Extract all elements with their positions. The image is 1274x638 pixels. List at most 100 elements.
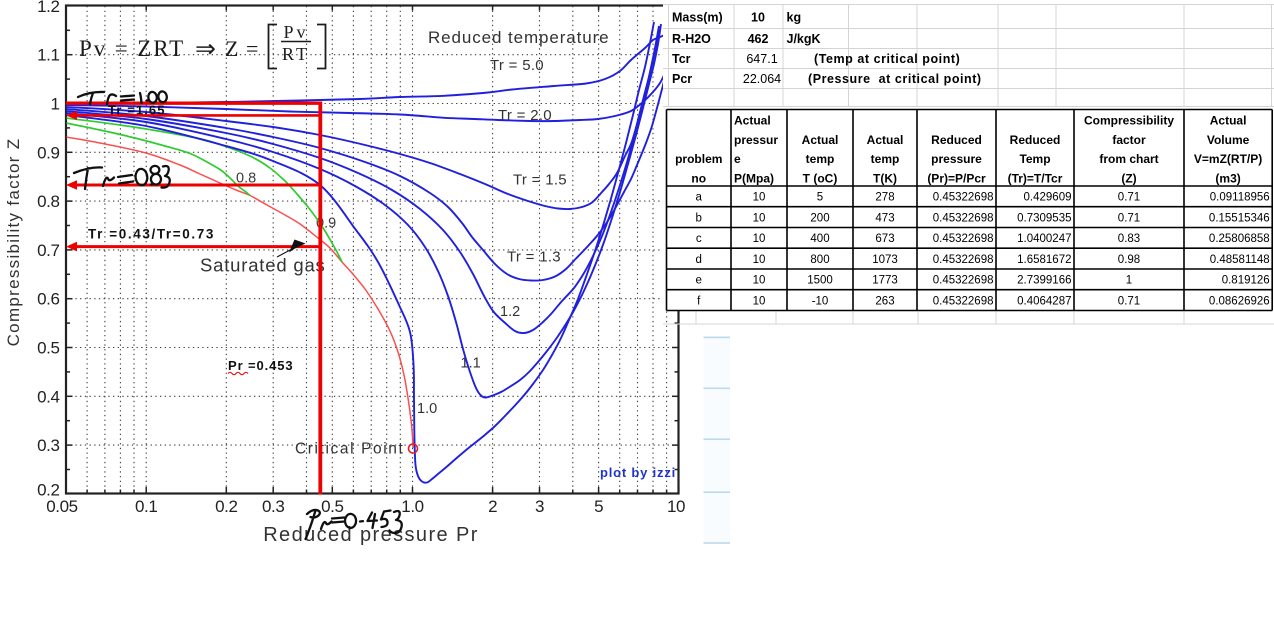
svg-text:1.1: 1.1 <box>37 46 59 65</box>
svg-text:Tr = 1.3: Tr = 1.3 <box>507 249 561 266</box>
svg-text:2.7399166: 2.7399166 <box>1017 275 1071 287</box>
svg-text:200: 200 <box>810 212 829 224</box>
svg-text:Actual: Actual <box>734 114 771 128</box>
svg-text:Reduced pressure Pr: Reduced pressure Pr <box>263 524 479 546</box>
svg-text:0.7309535: 0.7309535 <box>1017 212 1071 224</box>
svg-text:22.064: 22.064 <box>743 72 781 86</box>
svg-text:462: 462 <box>748 32 769 46</box>
svg-text:J/kgK: J/kgK <box>787 32 821 46</box>
svg-text:(Pr)=P/Pcr: (Pr)=P/Pcr <box>927 171 986 185</box>
svg-text:V=mZ(RT/P): V=mZ(RT/P) <box>1194 152 1262 166</box>
svg-text:0.71: 0.71 <box>1118 295 1140 307</box>
svg-text:Compressibility factor Z: Compressibility factor Z <box>4 138 23 347</box>
svg-text:800: 800 <box>810 254 829 266</box>
svg-text:temp: temp <box>806 152 835 166</box>
svg-text:Tcr: Tcr <box>672 52 691 66</box>
svg-text:0.71: 0.71 <box>1118 212 1140 224</box>
svg-text:0.15515346: 0.15515346 <box>1209 212 1270 224</box>
svg-text:pressure: pressure <box>931 152 982 166</box>
svg-text:0.45322698: 0.45322698 <box>933 295 994 307</box>
svg-text:0.8: 0.8 <box>37 192 59 211</box>
svg-text:3: 3 <box>535 497 544 516</box>
svg-text:0.48581148: 0.48581148 <box>1210 254 1270 266</box>
svg-text:0.4064287: 0.4064287 <box>1017 295 1071 307</box>
svg-text:0.9: 0.9 <box>37 143 59 162</box>
svg-text:P(Mpa): P(Mpa) <box>734 171 774 185</box>
svg-text:problem: problem <box>675 152 722 166</box>
svg-text:1500: 1500 <box>807 275 833 287</box>
svg-text:10: 10 <box>753 212 766 224</box>
svg-text:1.1: 1.1 <box>461 356 481 372</box>
svg-text:647.1: 647.1 <box>746 52 777 66</box>
svg-text:0.2: 0.2 <box>37 481 59 500</box>
svg-text:0.71: 0.71 <box>1118 192 1140 204</box>
svg-text:Pv: Pv <box>283 22 308 42</box>
svg-text:Volume: Volume <box>1207 133 1250 147</box>
svg-text:(m3): (m3) <box>1215 171 1240 185</box>
svg-text:T (oC): T (oC) <box>803 171 838 185</box>
svg-text:1.2: 1.2 <box>37 0 59 16</box>
svg-text:from chart: from chart <box>1099 152 1158 166</box>
svg-text:Reduced: Reduced <box>931 133 982 147</box>
svg-text:1: 1 <box>50 95 59 114</box>
svg-text:0.45322698: 0.45322698 <box>933 212 994 224</box>
svg-text:10: 10 <box>753 275 766 287</box>
svg-text:1: 1 <box>1126 275 1132 287</box>
svg-text:no: no <box>691 171 706 185</box>
svg-text:10: 10 <box>753 295 766 307</box>
svg-text:0.4: 0.4 <box>37 387 59 406</box>
svg-text:0.45322698: 0.45322698 <box>933 275 994 287</box>
svg-text:10: 10 <box>753 233 766 245</box>
svg-text:pressur: pressur <box>734 133 778 147</box>
svg-text:263: 263 <box>875 295 894 307</box>
svg-text:Critical Point: Critical Point <box>295 441 404 458</box>
svg-text:0.45322698: 0.45322698 <box>933 254 994 266</box>
svg-text:0.1: 0.1 <box>135 497 157 516</box>
svg-text:plot by izzi: plot by izzi <box>600 465 676 480</box>
svg-text:2: 2 <box>488 497 497 516</box>
svg-text:Tr = 5.0: Tr = 5.0 <box>490 57 544 74</box>
svg-text:temp: temp <box>871 152 900 166</box>
svg-text:factor: factor <box>1112 133 1146 147</box>
svg-text:400: 400 <box>810 233 829 245</box>
svg-text:Temp: Temp <box>1019 152 1050 166</box>
svg-text:0.09118956: 0.09118956 <box>1210 192 1270 204</box>
svg-text:b: b <box>696 212 702 224</box>
svg-text:Pv = ZRT: Pv = ZRT <box>79 36 185 61</box>
svg-text:0.429609: 0.429609 <box>1024 192 1072 204</box>
svg-text:10: 10 <box>751 11 765 25</box>
svg-text:e: e <box>696 275 702 287</box>
svg-text:1.0400247: 1.0400247 <box>1017 233 1071 245</box>
svg-text:e: e <box>734 152 741 166</box>
svg-text:5: 5 <box>817 192 823 204</box>
svg-text:1.0: 1.0 <box>417 401 437 417</box>
svg-text:Tr =0.43/Tr=0.73: Tr =0.43/Tr=0.73 <box>88 227 215 242</box>
svg-text:0.05: 0.05 <box>46 497 78 516</box>
svg-text:Z =: Z = <box>225 36 259 61</box>
svg-text:(Temp at critical point): (Temp at critical point) <box>814 52 960 66</box>
svg-text:a: a <box>696 192 703 204</box>
svg-text:0.45322698: 0.45322698 <box>933 233 994 245</box>
svg-text:0.5: 0.5 <box>321 497 343 516</box>
svg-text:1773: 1773 <box>872 275 898 287</box>
svg-text:Reduced temperature: Reduced temperature <box>428 28 610 47</box>
svg-text:T(K): T(K) <box>873 171 897 185</box>
svg-text:0.8: 0.8 <box>236 171 256 187</box>
svg-text:Actual: Actual <box>867 133 904 147</box>
svg-text:f: f <box>697 295 701 307</box>
svg-text:10: 10 <box>753 192 766 204</box>
svg-text:0.45322698: 0.45322698 <box>933 192 994 204</box>
svg-text:(Pressure at critical point): (Pressure at critical point) <box>808 72 982 86</box>
svg-text:R-H2O: R-H2O <box>672 32 711 46</box>
svg-text:Actual: Actual <box>1210 114 1247 128</box>
svg-text:Saturated gas: Saturated gas <box>200 255 326 276</box>
svg-text:(Z): (Z) <box>1121 171 1136 185</box>
svg-text:0.3: 0.3 <box>37 436 59 455</box>
svg-text:10: 10 <box>667 497 685 516</box>
svg-text:0.2: 0.2 <box>215 497 237 516</box>
svg-text:1.0: 1.0 <box>401 497 423 516</box>
svg-text:5: 5 <box>594 497 603 516</box>
svg-text:Pcr: Pcr <box>672 72 692 86</box>
svg-text:kg: kg <box>787 11 802 25</box>
svg-text:0.819126: 0.819126 <box>1222 275 1270 287</box>
